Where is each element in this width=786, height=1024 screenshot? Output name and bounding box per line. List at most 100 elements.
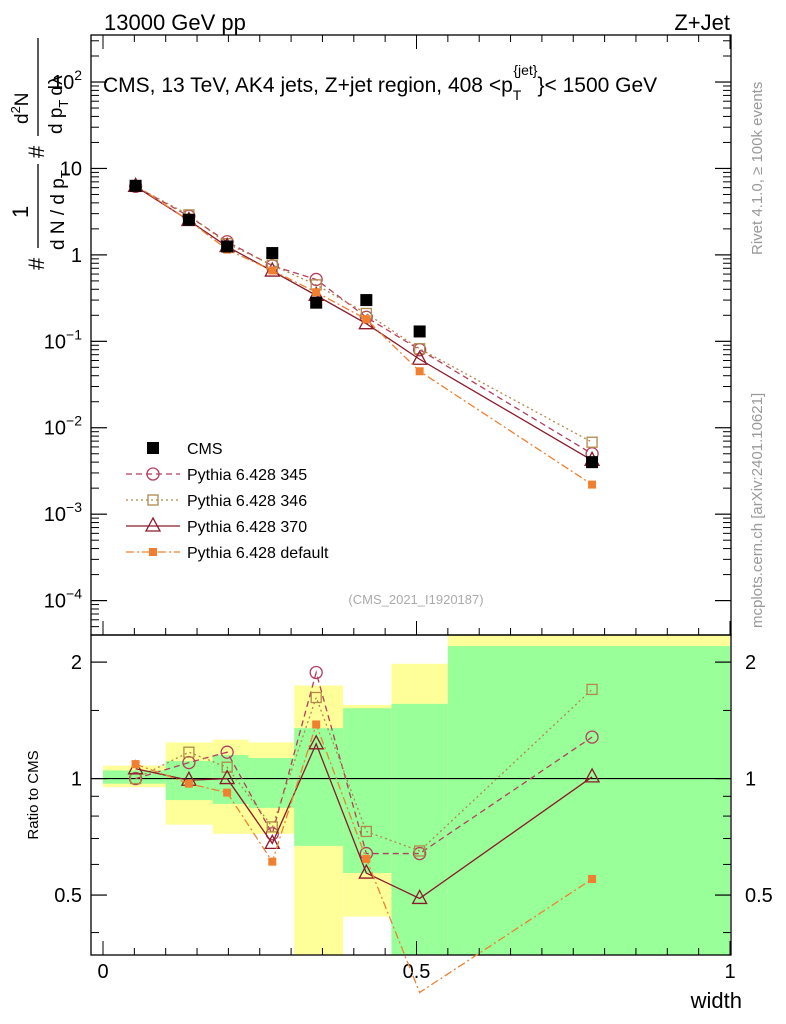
ratio-point-sdefault [362, 854, 371, 863]
ratio-line-s370 [135, 742, 593, 900]
ratio-ytick-label-right: 1 [745, 769, 756, 791]
main-ytick-label: 10−2 [44, 413, 82, 440]
ratio-plot-frame [90, 634, 732, 956]
ratio-ytick-label-right: 2 [745, 652, 756, 674]
main-point-cms [266, 247, 279, 260]
plot-title-sup: {jet} [513, 62, 537, 78]
ratio-point-sdefault [588, 875, 597, 884]
ratio-point-s370 [583, 767, 601, 783]
ratio-point-s345 [585, 730, 599, 744]
main-point-cms [221, 240, 234, 253]
ylabel-part-h: dλ [46, 75, 67, 96]
ylabel-part-a: # [24, 257, 49, 270]
ratio-point-s370 [264, 834, 281, 850]
ylabel-part-e: d [12, 113, 33, 124]
ratio-ytick-label: 2 [71, 652, 82, 674]
main-point-s346 [413, 343, 426, 355]
main-ytick-label: 10−1 [44, 326, 82, 353]
ratio-point-s346 [413, 845, 426, 857]
ratio-y-axis: 0.5 0.5 1 1 2 2 [54, 652, 773, 934]
ylabel-part-f: N [12, 92, 33, 106]
plot-title-main: CMS, 13 TeV, AK4 jets, Z+jet region, 408… [103, 74, 513, 97]
ratio-point-sdefault [184, 779, 193, 788]
ratio-point-s345 [412, 846, 427, 861]
svg-text:d2N: d2N [8, 92, 33, 124]
legend-marker-cms [147, 442, 159, 454]
ratio-series-group [127, 665, 601, 994]
legend-label-s346: Pythia 6.428 346 [187, 493, 307, 510]
ylabel-part-g-sub: T [56, 100, 71, 108]
legend-label-s345: Pythia 6.428 345 [187, 467, 307, 484]
main-point-sdefault [312, 288, 321, 297]
ratio-point-s346 [221, 761, 233, 773]
main-point-cms [413, 325, 426, 338]
band-green-6 [391, 703, 448, 955]
main-y-axis: 10−4 10−3 10−2 10−1 1 10 102 [44, 40, 731, 628]
legend-marker-sdefault [149, 548, 157, 556]
ratio-ytick-label: 0.5 [54, 885, 82, 907]
main-y-label: # 1 d N / d pT # d2N d pTdλ [8, 38, 73, 270]
main-line-sdefault [135, 184, 593, 486]
main-point-s346 [586, 436, 598, 448]
ratio-point-s370 [308, 734, 325, 750]
main-series-group [127, 177, 601, 489]
main-line-s345 [135, 185, 593, 455]
ratio-point-s346 [310, 691, 322, 704]
plot-title-end: }< 1500 GeV [537, 74, 657, 97]
main-ytick-label: 1 [71, 245, 82, 267]
ratio-point-sdefault [268, 857, 277, 866]
ratio-point-s345 [220, 745, 234, 759]
legend-label-sdefault: Pythia 6.428 default [187, 545, 329, 562]
main-point-sdefault [415, 367, 424, 376]
header-right: Z+Jet [674, 10, 730, 35]
side-label-rivet: Rivet 4.1.0, ≥ 100k events [749, 82, 766, 255]
main-point-cms [129, 179, 142, 192]
x-axis: 0 0.5 1 [97, 35, 736, 983]
plot-title: CMS, 13 TeV, AK4 jets, Z+jet region, 408… [103, 62, 657, 103]
ratio-point-s346 [183, 746, 195, 758]
ylabel-part-e-sup: 2 [8, 106, 23, 113]
legend-marker-s345 [146, 467, 160, 481]
main-ytick-label: 102 [52, 67, 82, 94]
ratio-point-sdefault [223, 788, 232, 797]
xtick-label: 1 [724, 961, 735, 983]
band-green-7 [447, 646, 730, 955]
ylabel-part-b: 1 [8, 206, 33, 218]
analysis-id: (CMS_2021_I1920187) [348, 592, 483, 607]
legend-marker-s370 [144, 516, 162, 532]
main-ytick-label: 10−4 [44, 586, 82, 613]
legend: CMS Pythia 6.428 345 Pythia 6.428 346 Pythi… [126, 441, 329, 562]
main-ytick-label: 10−3 [44, 499, 82, 526]
ratio-ytick-label: 1 [71, 769, 82, 791]
ratio-point-s370 [219, 769, 236, 785]
main-point-cms [182, 213, 195, 226]
ratio-point-s346 [360, 825, 372, 838]
svg-text:d pTdλ: d pTdλ [46, 75, 71, 134]
ratio-ytick-label-right: 0.5 [745, 885, 773, 907]
ratio-point-sdefault [312, 720, 321, 729]
legend-label-s370: Pythia 6.428 370 [187, 519, 307, 536]
legend-marker-s346 [147, 494, 159, 506]
svg-text:1: 1 [8, 206, 33, 218]
ylabel-part-g: d p [46, 108, 67, 134]
legend-label-cms: CMS [187, 441, 223, 458]
ratio-point-s346 [266, 821, 278, 833]
ratio-line-s346 [135, 688, 593, 852]
x-axis-label: width [690, 988, 742, 1013]
main-point-s370 [411, 349, 428, 365]
ratio-uncertainty-bands [103, 635, 730, 955]
band-green-4 [294, 728, 344, 846]
main-point-sdefault [268, 266, 277, 275]
plot-title-sub: T [513, 87, 522, 103]
xtick-label: 0.5 [403, 961, 431, 983]
header-left: 13000 GeV pp [104, 10, 246, 35]
ylabel-part-c-sub: T [58, 170, 73, 178]
ratio-point-s345 [309, 665, 323, 680]
main-ytick-label: 10 [60, 158, 82, 180]
ratio-point-s345 [128, 771, 143, 786]
ratio-point-s346 [586, 683, 598, 696]
main-point-sdefault [588, 480, 597, 489]
ylabel-part-d: # [24, 145, 49, 158]
ylabel-part-c: d N / d p [48, 178, 69, 250]
